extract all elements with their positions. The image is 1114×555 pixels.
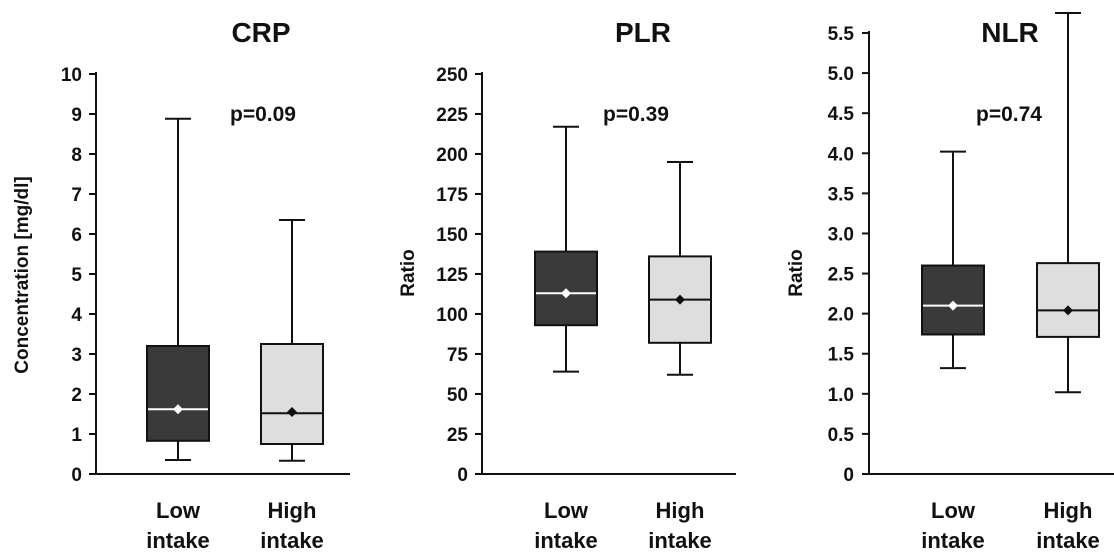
y-tick-label: 175 bbox=[436, 185, 468, 206]
category-label-high-line2: intake bbox=[260, 528, 324, 553]
y-tick-label: 10 bbox=[61, 65, 82, 86]
p-value-annotation: p=0.39 bbox=[603, 103, 669, 126]
category-label-high-line2: intake bbox=[648, 528, 712, 553]
y-axis-label: Ratio bbox=[398, 249, 419, 297]
y-tick-label: 7 bbox=[71, 185, 82, 206]
y-axis-label: Ratio bbox=[786, 249, 807, 297]
y-tick-label: 5.5 bbox=[828, 24, 855, 45]
y-tick-label: 100 bbox=[436, 305, 468, 326]
y-tick-label: 3 bbox=[71, 345, 82, 366]
y-tick-label: 150 bbox=[436, 225, 468, 246]
y-tick-label: 5.0 bbox=[828, 64, 854, 85]
category-label-high-line1: High bbox=[1044, 498, 1093, 523]
mean-marker bbox=[173, 404, 183, 415]
y-tick-label: 75 bbox=[447, 345, 469, 366]
chart-title: CRP bbox=[231, 17, 290, 48]
category-label-high-line1: High bbox=[656, 498, 705, 523]
y-tick-label: 8 bbox=[71, 145, 82, 166]
y-tick-label: 0 bbox=[457, 465, 468, 486]
y-tick-label: 1.5 bbox=[828, 345, 855, 366]
category-label-low-line2: intake bbox=[146, 528, 210, 553]
y-tick-label: 200 bbox=[436, 145, 468, 166]
y-tick-label: 4.0 bbox=[828, 144, 854, 165]
y-tick-label: 4.5 bbox=[828, 104, 855, 125]
category-label-low-line1: Low bbox=[544, 498, 589, 523]
y-tick-label: 3.0 bbox=[828, 224, 854, 245]
y-tick-label: 9 bbox=[71, 105, 82, 126]
y-tick-label: 50 bbox=[447, 385, 468, 406]
y-tick-label: 1 bbox=[71, 425, 82, 446]
y-axis-label: Concentration [mg/dl] bbox=[12, 176, 33, 373]
iqr-box bbox=[1036, 262, 1100, 338]
p-value-annotation: p=0.09 bbox=[230, 103, 296, 126]
panel-crp: CRP Concentration [mg/dl] p=0.09 Low int… bbox=[12, 17, 350, 553]
panel-nlr: NLR Ratio p=0.74 Low intake High intake … bbox=[786, 11, 1114, 553]
y-tick-label: 2 bbox=[71, 385, 82, 406]
mean-marker bbox=[561, 288, 571, 299]
category-label-low-line1: Low bbox=[156, 498, 201, 523]
iqr-box bbox=[921, 264, 985, 336]
iqr-box bbox=[260, 343, 324, 445]
iqr-box bbox=[146, 345, 210, 442]
mean-marker bbox=[675, 294, 685, 305]
y-tick-label: 0.5 bbox=[828, 425, 855, 446]
chart-title: PLR bbox=[615, 17, 671, 48]
y-tick-label: 5 bbox=[71, 265, 82, 286]
chart-title: NLR bbox=[981, 17, 1039, 48]
y-tick-label: 25 bbox=[447, 425, 469, 446]
p-value-annotation: p=0.74 bbox=[976, 103, 1042, 126]
panel-plr: PLR Ratio p=0.39 Low intake High intake … bbox=[398, 17, 736, 553]
y-tick-label: 1.0 bbox=[828, 385, 854, 406]
mean-marker bbox=[1063, 305, 1073, 316]
mean-marker bbox=[948, 300, 958, 311]
y-tick-label: 6 bbox=[71, 225, 82, 246]
y-tick-label: 2.5 bbox=[828, 265, 855, 286]
y-tick-label: 3.5 bbox=[828, 184, 855, 205]
y-tick-label: 0 bbox=[843, 465, 854, 486]
y-tick-label: 0 bbox=[71, 465, 82, 486]
y-tick-label: 4 bbox=[71, 305, 82, 326]
category-label-low-line1: Low bbox=[931, 498, 976, 523]
category-label-low-line2: intake bbox=[534, 528, 598, 553]
mean-marker bbox=[287, 407, 297, 417]
y-tick-label: 2.0 bbox=[828, 305, 854, 326]
y-tick-label: 225 bbox=[436, 105, 468, 126]
category-label-high-line1: High bbox=[268, 498, 317, 523]
category-label-low-line2: intake bbox=[921, 528, 985, 553]
y-tick-label: 250 bbox=[436, 65, 468, 86]
y-tick-label: 125 bbox=[436, 265, 468, 286]
category-label-high-line2: intake bbox=[1036, 528, 1100, 553]
